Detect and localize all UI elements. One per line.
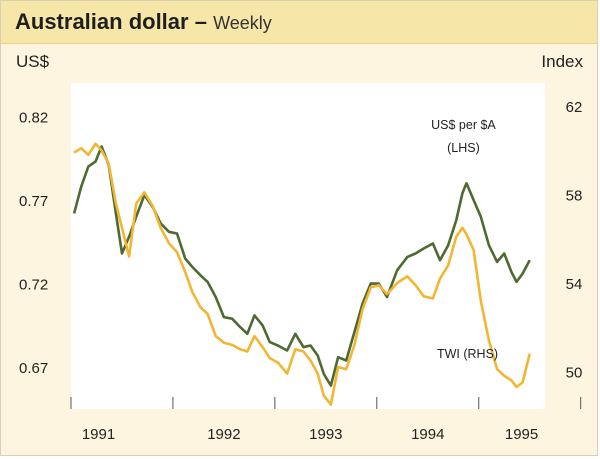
series-line-usd [72,145,531,387]
right-tick-label: 54 [566,276,583,293]
chart-subtitle: Weekly [213,13,272,33]
right-tick-label: 50 [566,364,583,381]
series-group [72,142,531,406]
right-axis-ticks: 62 58 54 50 [566,99,583,381]
series-line-twi [73,142,531,406]
chart-title: Australian dollar – Weekly [15,9,272,35]
right-tick-label: 58 [566,188,583,205]
right-axis-unit: Index [541,52,583,71]
title-text: Australian dollar [15,9,189,34]
series-annotations: US$ per $A (LHS) TWI (RHS) [431,118,498,361]
title-dash: – [194,9,207,34]
left-tick-label: 0.72 [19,277,48,294]
title-bar: Australian dollar – Weekly [1,1,597,44]
twi-series-label: TWI (RHS) [437,347,498,361]
x-tick-label: 1993 [309,426,342,443]
left-axis-ticks: 0.82 0.77 0.72 0.67 [19,109,48,377]
x-tick-label: 1991 [82,426,115,443]
x-tick-label: 1995 [505,426,538,443]
left-tick-label: 0.82 [19,109,48,126]
x-tick-label: 1994 [411,426,444,443]
left-tick-label: 0.77 [19,193,48,210]
right-tick-label: 62 [566,99,583,116]
left-axis-unit: US$ [16,52,50,71]
x-axis: 1991 1992 1993 1994 1995 [70,397,582,443]
x-tick-label: 1992 [207,426,240,443]
left-tick-label: 0.67 [19,360,48,377]
usd-series-label: US$ per $A [431,118,496,132]
plot-area [71,83,545,409]
usd-series-sublabel: (LHS) [447,141,480,155]
